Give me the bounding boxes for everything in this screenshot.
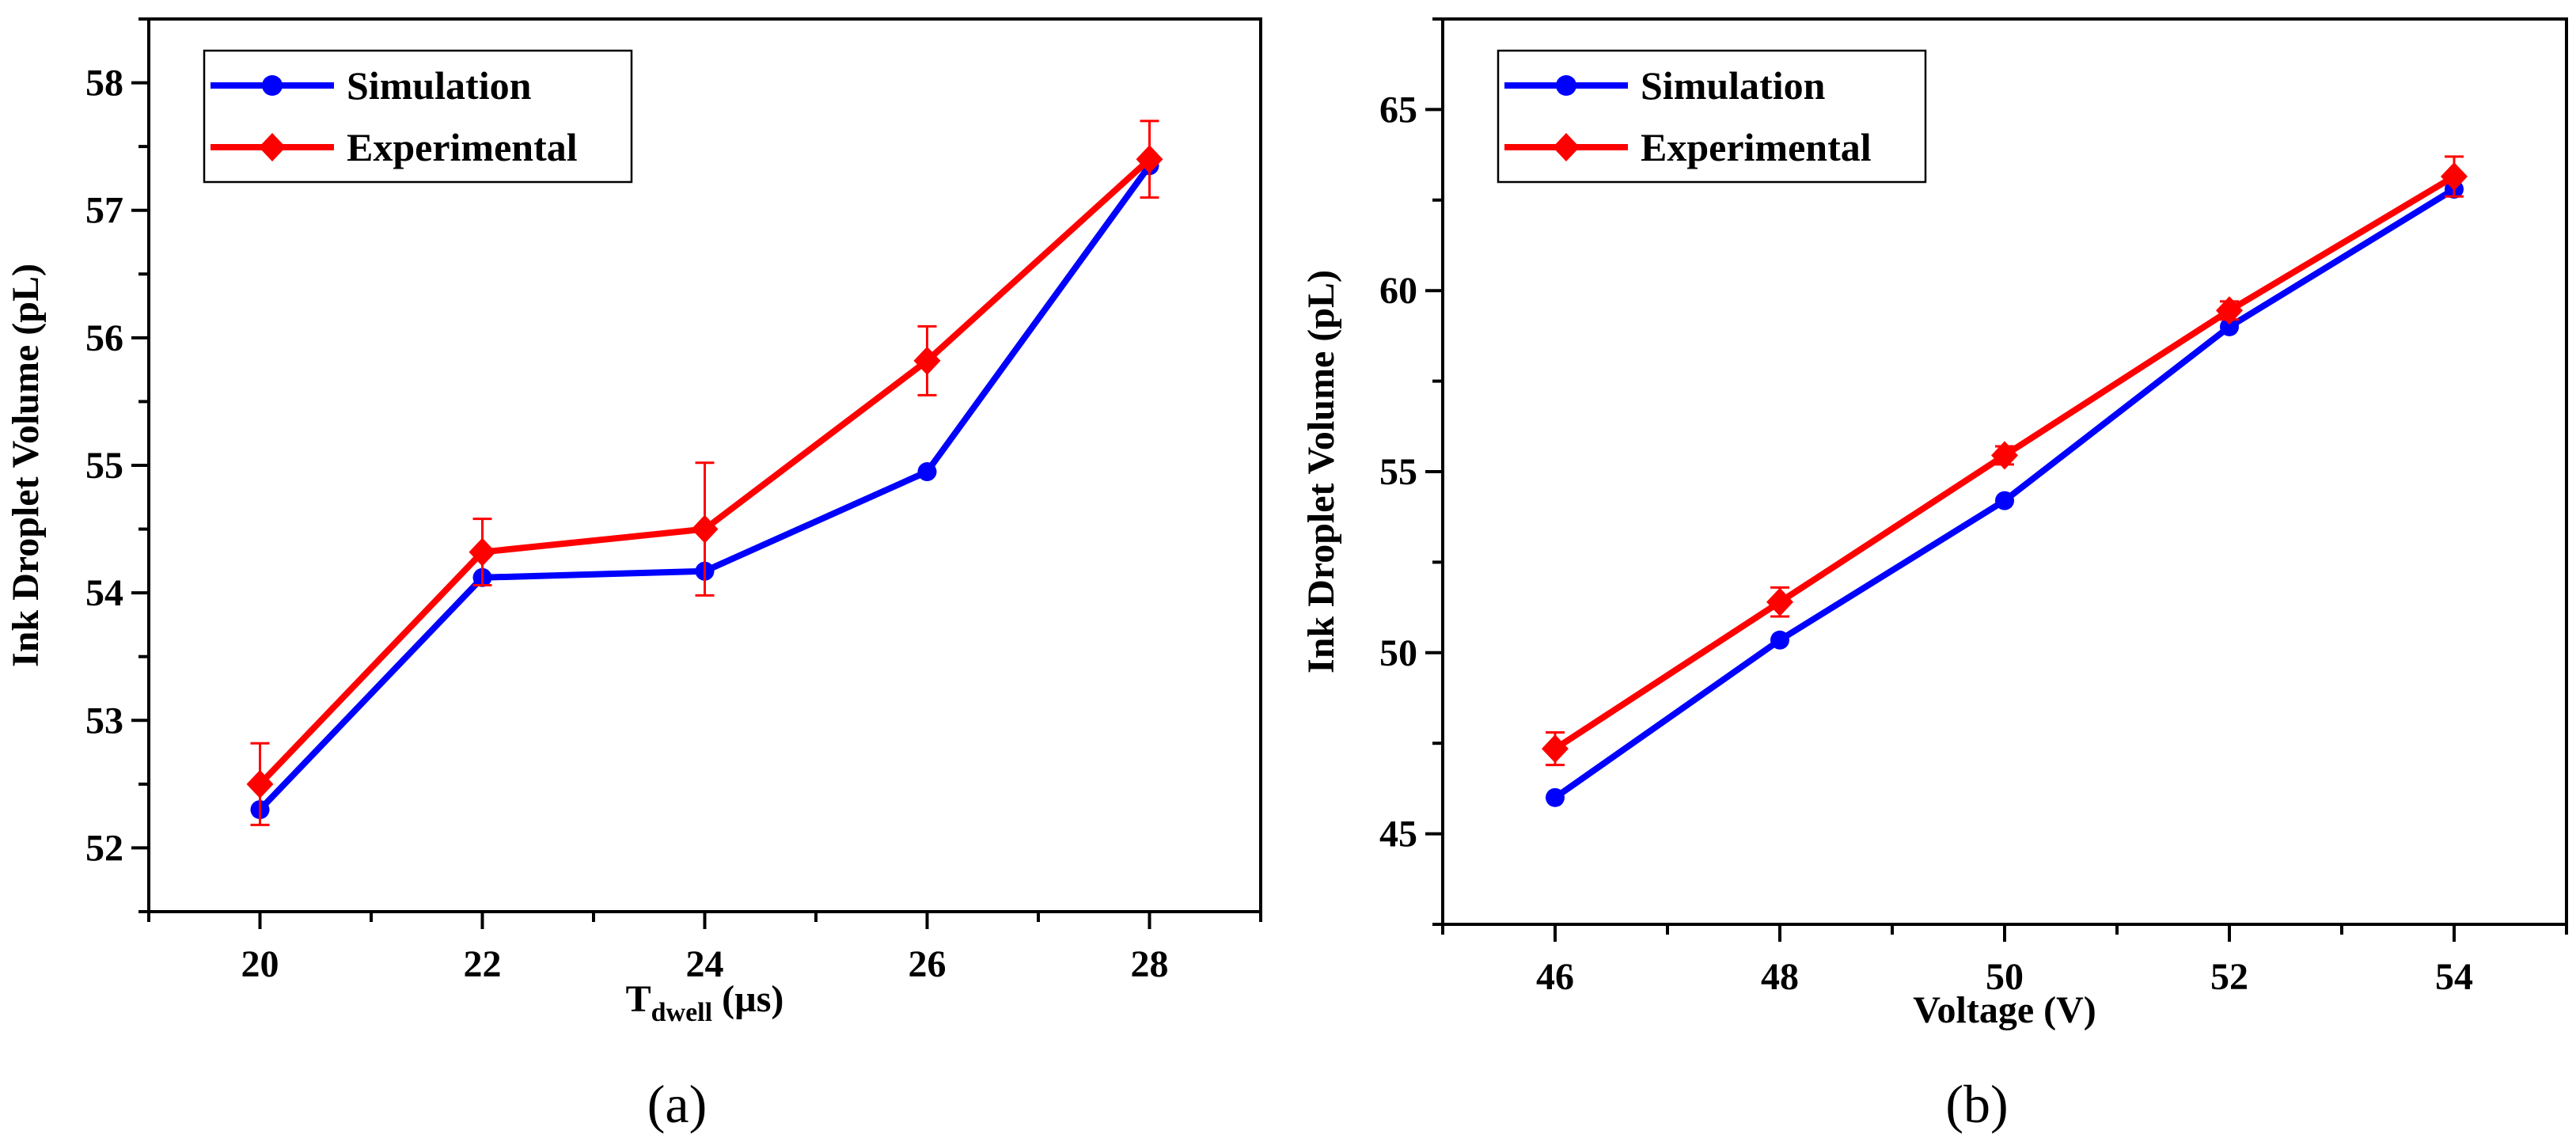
data-point-diamond xyxy=(2216,296,2243,325)
x-axis-title: Tdwell (µs) xyxy=(626,978,784,1027)
y-tick-label: 54 xyxy=(85,572,123,614)
y-tick-label: 50 xyxy=(1379,632,1417,674)
data-point-diamond xyxy=(1991,441,2018,470)
x-tick-label: 48 xyxy=(1761,956,1799,998)
y-tick-label: 55 xyxy=(85,445,123,487)
x-axis-title: Voltage (V) xyxy=(1913,989,2096,1031)
panel-label: (a) xyxy=(647,1074,707,1134)
y-tick-label: 60 xyxy=(1379,270,1417,312)
data-point-diamond xyxy=(2441,162,2468,192)
data-point-circle xyxy=(1546,787,1565,807)
y-axis-title: Ink Droplet Volume (pL) xyxy=(1300,270,1342,673)
x-tick-label: 54 xyxy=(2435,956,2473,998)
legend-marker-diamond xyxy=(1553,133,1580,161)
y-tick-label: 65 xyxy=(1379,89,1417,131)
y-tick-label: 55 xyxy=(1379,451,1417,493)
x-tick-label: 26 xyxy=(909,943,947,985)
y-tick-label: 57 xyxy=(85,190,123,232)
data-point-diamond xyxy=(1136,145,1163,174)
data-point-circle xyxy=(1770,630,1789,650)
legend-label: Simulation xyxy=(347,63,532,108)
series-simulation xyxy=(1546,180,2464,807)
data-point-diamond xyxy=(1766,587,1793,616)
legend-label: Experimental xyxy=(347,125,578,169)
x-axis-title-unit: (µs) xyxy=(712,978,783,1020)
legend-marker-circle xyxy=(262,75,283,96)
panel-label: (b) xyxy=(1945,1074,2008,1134)
y-axis-title: Ink Droplet Volume (pL) xyxy=(5,264,47,667)
chart-panel-b: 46 48 50 52 54 45 50 55 60 65 Ink Droplet Volume (… xyxy=(1300,17,2568,1031)
y-tick-label: 45 xyxy=(1379,814,1417,855)
x-tick-label: 46 xyxy=(1536,956,1574,998)
legend-marker-circle xyxy=(1556,75,1576,96)
legend-box xyxy=(1497,49,1927,184)
data-point-diamond xyxy=(691,514,719,544)
x-tick-label: 28 xyxy=(1131,943,1169,985)
data-point-circle xyxy=(917,462,937,482)
x-axis-title-subscript: dwell xyxy=(651,998,712,1027)
x-tick-label: 20 xyxy=(241,943,279,985)
x-axis-title-main: T xyxy=(626,978,651,1020)
series-experimental xyxy=(246,119,1163,826)
data-point-circle xyxy=(2220,317,2239,336)
legend-label: Simulation xyxy=(1641,63,1826,108)
data-point-circle xyxy=(1995,491,2014,510)
legend-label: Experimental xyxy=(1641,125,1872,169)
x-tick-label: 24 xyxy=(686,943,724,985)
legend-box xyxy=(203,49,633,184)
data-point-diamond xyxy=(913,346,941,375)
y-tick-label: 52 xyxy=(85,827,123,869)
y-tick-label: 58 xyxy=(85,63,123,104)
y-tick-label: 56 xyxy=(85,317,123,359)
y-tick-label: 53 xyxy=(85,700,123,742)
legend-marker-diamond xyxy=(259,133,286,161)
x-tick-label: 22 xyxy=(464,943,502,985)
data-point-diamond xyxy=(1542,734,1569,764)
legend: Simulation Experimental xyxy=(1497,49,1927,184)
data-point-diamond xyxy=(246,769,274,798)
data-point-diamond xyxy=(469,537,496,567)
x-axis-title-main: Voltage (V) xyxy=(1913,989,2096,1031)
x-tick-label: 52 xyxy=(2210,956,2248,998)
series-experimental xyxy=(1542,155,2468,767)
legend: Simulation Experimental xyxy=(203,49,633,184)
x-tick-label: 50 xyxy=(1986,956,2024,998)
chart-panel-a: 20 22 24 26 28 52 53 54 55 56 57 58 Ink Droplet Volu… xyxy=(5,17,1262,1027)
